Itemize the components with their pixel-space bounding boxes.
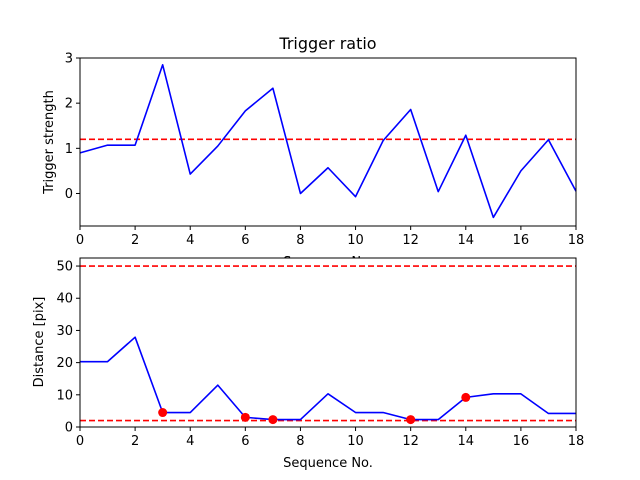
- plot-frame: [79, 257, 577, 428]
- y-tick-label: 0: [65, 187, 73, 202]
- y-tick-label: 0: [65, 421, 73, 436]
- y-tick-label: 20: [56, 356, 73, 371]
- x-tick-label: 18: [568, 434, 585, 449]
- chart-title: Trigger ratio: [278, 34, 376, 53]
- x-tick-label: 16: [513, 434, 530, 449]
- x-tick-label: 8: [296, 434, 304, 449]
- plot-background: [80, 258, 576, 427]
- x-tick-label: 10: [347, 434, 364, 449]
- data-point: [158, 408, 168, 418]
- x-tick-label: 0: [76, 233, 84, 248]
- x-tick-label: 14: [458, 434, 475, 449]
- x-tick-label: 8: [296, 233, 304, 248]
- x-tick-label: 6: [241, 233, 249, 248]
- data-point: [240, 412, 250, 422]
- x-tick-label: 4: [186, 233, 194, 248]
- y-tick-label: 30: [56, 324, 73, 339]
- y-tick-label: 40: [56, 292, 73, 307]
- y-tick-label: 50: [56, 260, 73, 275]
- y-tick-label: 1: [65, 142, 73, 157]
- x-tick-label: 2: [131, 434, 139, 449]
- data-point: [268, 415, 278, 425]
- data-point: [406, 415, 416, 425]
- x-tick-label: 18: [568, 233, 585, 248]
- y-tick-label: 2: [65, 97, 73, 112]
- x-tick-label: 16: [513, 233, 530, 248]
- x-tick-label: 10: [347, 233, 364, 248]
- data-point: [461, 392, 471, 402]
- y-axis-label: Distance [pix]: [32, 297, 47, 388]
- y-tick-label: 10: [56, 388, 73, 403]
- x-tick-label: 14: [458, 233, 475, 248]
- x-axis-label: Sequence No.: [283, 456, 373, 471]
- x-tick-label: 4: [186, 434, 194, 449]
- y-axis-label: Trigger strength: [42, 90, 57, 195]
- y-tick-label: 3: [65, 52, 73, 67]
- x-tick-label: 6: [241, 434, 249, 449]
- x-tick-label: 12: [402, 434, 419, 449]
- x-tick-label: 2: [131, 233, 139, 248]
- series-line: [79, 63, 577, 219]
- x-tick-label: 12: [402, 233, 419, 248]
- plot-frame: [79, 57, 577, 227]
- x-tick-label: 0: [76, 434, 84, 449]
